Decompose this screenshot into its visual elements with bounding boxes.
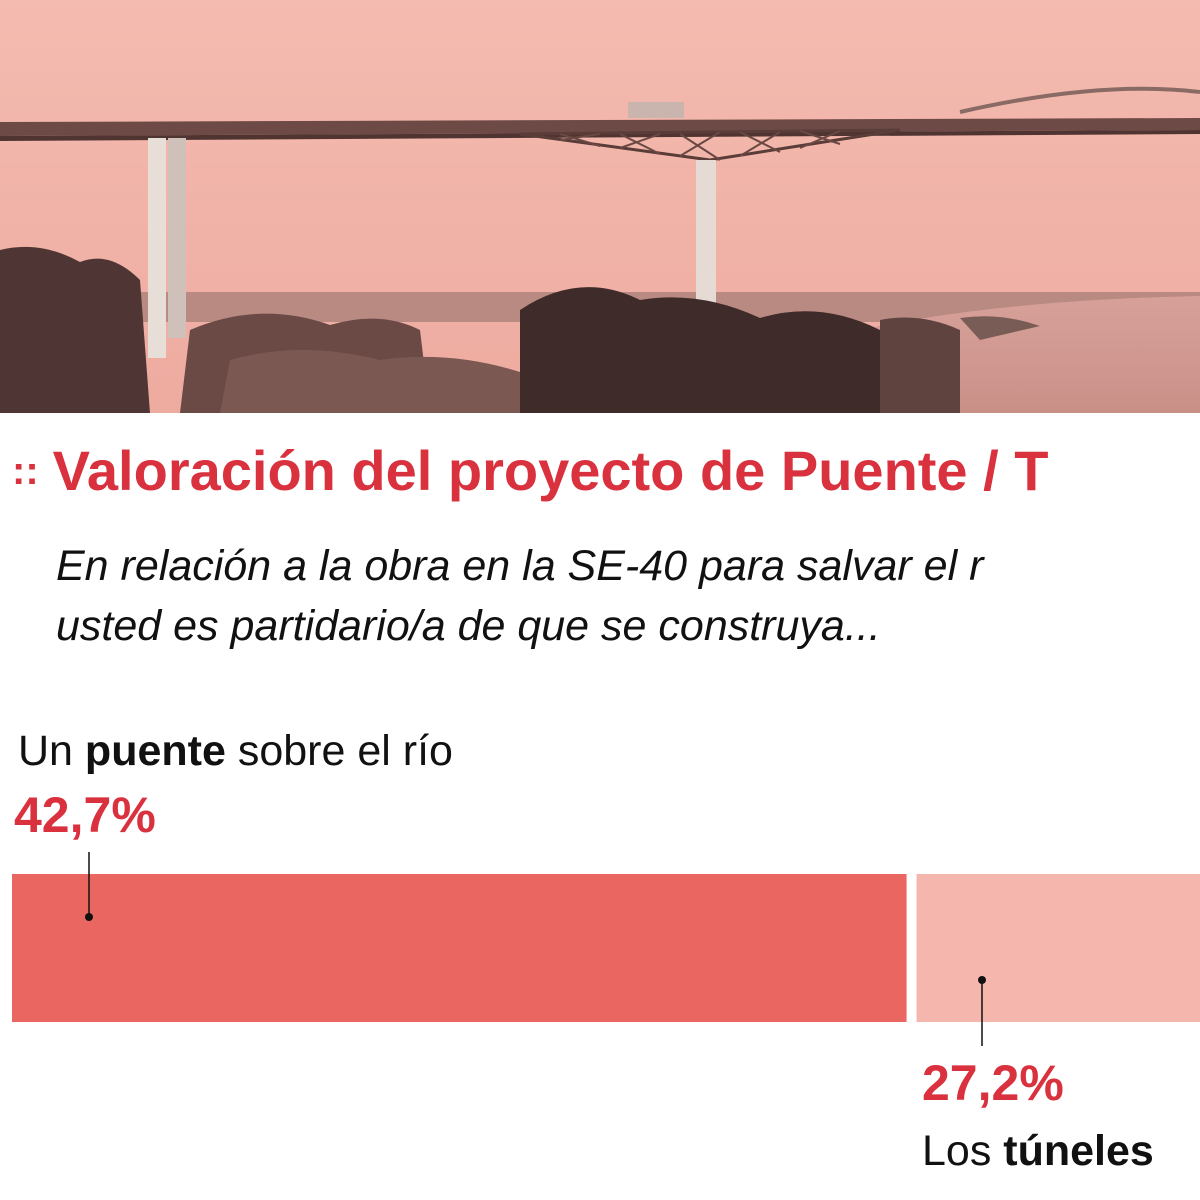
title-text: Valoración del proyecto de Puente / T (52, 439, 1049, 502)
bar-segment-tuneles (916, 874, 1200, 1022)
title-marker: :: (12, 449, 39, 493)
chart-title: :: Valoración del proyecto de Puente / T (12, 443, 1048, 499)
leader-puente-dot (85, 913, 93, 921)
label-bold: puente (84, 727, 226, 775)
label-prefix: Los (922, 1127, 1004, 1175)
label-prefix: Un (18, 727, 85, 775)
label-bold: túneles (1003, 1127, 1154, 1175)
category-label-puente: Un puente sobre el río (18, 730, 453, 773)
bar-segment-puente (12, 874, 907, 1022)
chart-subtitle: En relación a la obra en la SE-40 para s… (56, 536, 1200, 656)
bridge-image (0, 0, 1200, 413)
leader-tuneles-dot (978, 976, 986, 984)
label-suffix: sobre el río (225, 727, 453, 775)
category-label-tuneles: Los túneles (922, 1130, 1154, 1173)
value-label-puente: 42,7% (14, 787, 156, 843)
value-label-tuneles: 27,2% (922, 1055, 1064, 1111)
bridge-photo-banner (0, 0, 1200, 413)
subtitle-line-2: usted es partidario/a de que se construy… (56, 602, 881, 650)
subtitle-line-1: En relación a la obra en la SE-40 para s… (56, 542, 984, 590)
